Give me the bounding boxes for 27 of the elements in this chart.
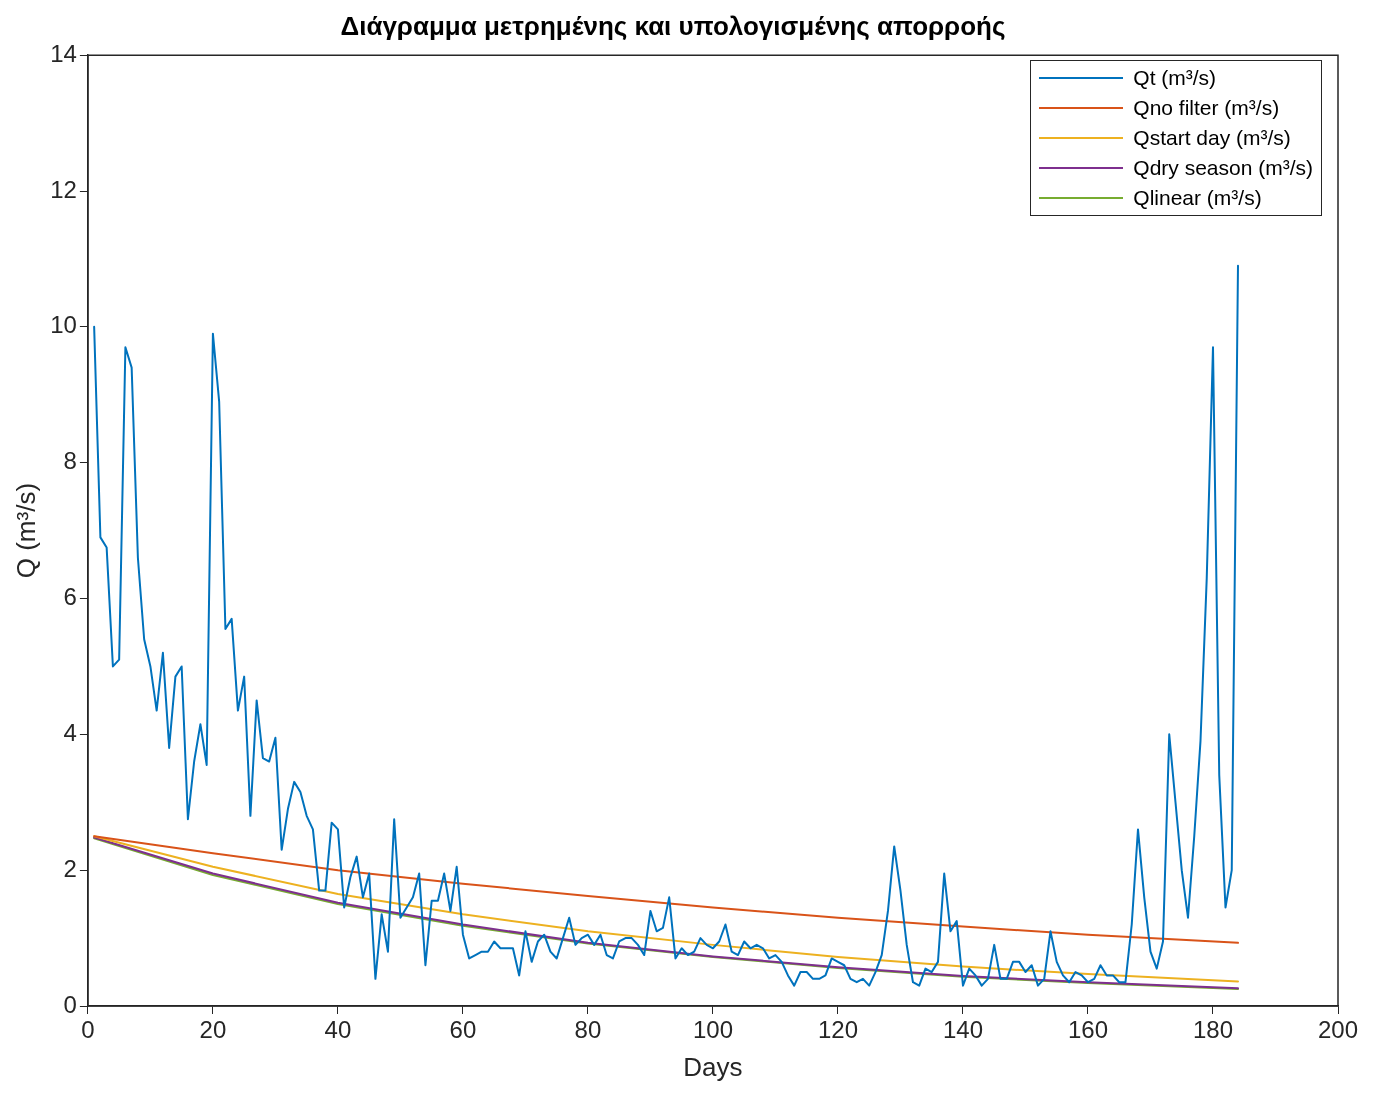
x-tick-label: 80	[574, 1016, 602, 1044]
x-tick-label: 60	[449, 1016, 477, 1044]
y-tick-label: 10	[50, 311, 77, 339]
x-tick-label: 0	[81, 1016, 95, 1044]
legend-label: Qt (m³/s)	[1133, 66, 1217, 90]
y-tick-label: 14	[50, 39, 77, 67]
x-tick-label: 120	[817, 1016, 858, 1044]
y-tick-label: 12	[50, 175, 77, 203]
legend-label: Qstart day (m³/s)	[1133, 126, 1291, 150]
legend-label: Qlinear (m³/s)	[1133, 186, 1262, 210]
x-tick-label: 40	[324, 1016, 352, 1044]
x-tick-label: 180	[1192, 1016, 1234, 1044]
y-tick-label: 8	[63, 447, 77, 475]
y-tick-label: 6	[63, 583, 77, 611]
legend-label: Qdry season (m³/s)	[1133, 156, 1313, 180]
legend-label: Qno filter (m³/s)	[1133, 96, 1280, 120]
x-tick-label: 160	[1067, 1016, 1108, 1044]
x-tick-label: 200	[1317, 1016, 1359, 1044]
x-tick-label: 100	[692, 1016, 733, 1044]
y-tick-label: 2	[63, 854, 77, 882]
chart-title: Διάγραμμα μετρημένης και υπολογισμένης απορροής	[340, 10, 1006, 41]
y-tick-label: 4	[63, 718, 77, 746]
y-tick-label: 0	[63, 990, 77, 1018]
y-axis-title: Q (m³/s)	[10, 482, 41, 579]
x-tick-label: 140	[942, 1016, 983, 1044]
x-axis-title: Days	[683, 1051, 743, 1082]
x-tick-label: 20	[199, 1016, 227, 1044]
